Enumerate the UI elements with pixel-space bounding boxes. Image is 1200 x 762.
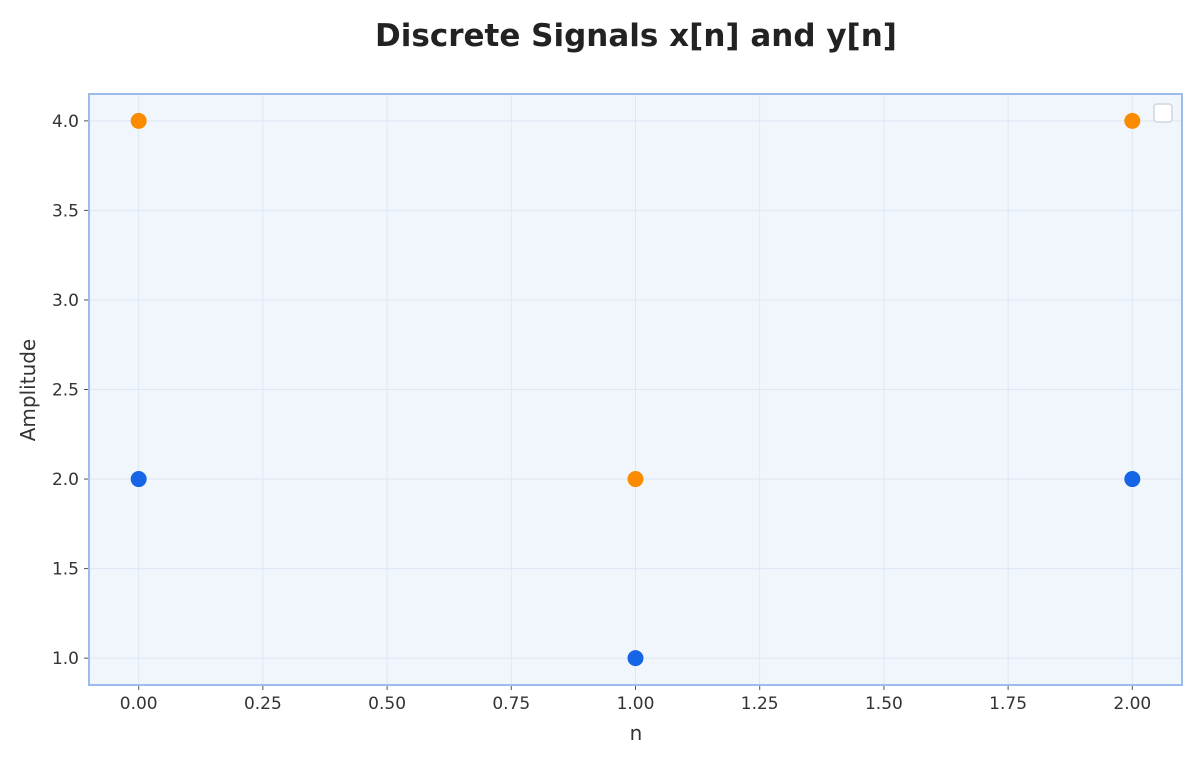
- x-axis-label: n: [630, 721, 643, 745]
- series-1-point-3: [1124, 471, 1141, 488]
- chart-title: Discrete Signals x[n] and y[n]: [375, 18, 897, 54]
- legend-box: [1153, 103, 1173, 123]
- plot-border: [88, 93, 1183, 686]
- x-tick-label: 2.00: [1113, 694, 1151, 714]
- y-tick-label: 1.5: [52, 560, 79, 580]
- y-tick-label: 4.0: [52, 112, 79, 132]
- x-tick-label: 1.75: [989, 694, 1027, 714]
- x-tick-label: 0.50: [368, 694, 406, 714]
- x-tick-label: 1.25: [741, 694, 779, 714]
- series-2-point-2: [627, 471, 644, 488]
- y-tick-label: 2.5: [52, 381, 79, 401]
- y-tick-label: 3.0: [52, 291, 79, 311]
- x-tick-label: 1.00: [617, 694, 655, 714]
- x-tick-label: 0.00: [120, 694, 158, 714]
- data-points: [130, 112, 1141, 667]
- x-tick-label: 0.75: [492, 694, 530, 714]
- series-2-point-3: [1124, 112, 1141, 129]
- y-tick-label: 1.0: [52, 649, 79, 669]
- y-axis-ticks: 1.0 1.5 2.0 2.5 3.0 3.5 4.0: [52, 112, 89, 669]
- x-axis-ticks: 0.00 0.25 0.50 0.75 1.00 1.25 1.50 1.75 2.00: [120, 685, 1151, 714]
- x-tick-label: 1.50: [865, 694, 903, 714]
- series-1-point-2: [627, 650, 644, 667]
- series-2-point-1: [130, 112, 147, 129]
- y-tick-label: 3.5: [52, 201, 79, 221]
- y-axis-label: Amplitude: [16, 339, 40, 442]
- series-1-point-1: [130, 471, 147, 488]
- x-tick-label: 0.25: [244, 694, 282, 714]
- y-tick-label: 2.0: [52, 470, 79, 490]
